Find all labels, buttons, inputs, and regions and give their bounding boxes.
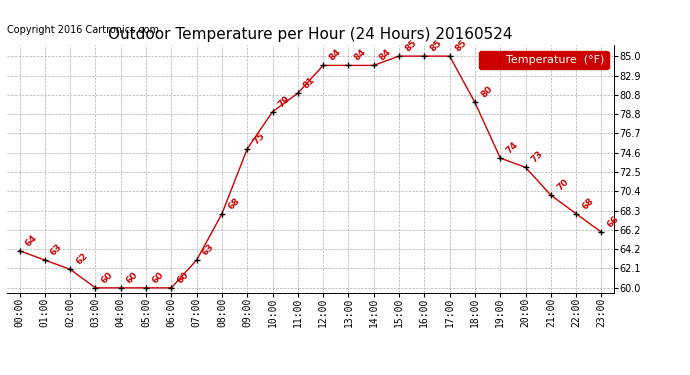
Text: 63: 63 <box>201 242 216 257</box>
Text: 70: 70 <box>555 177 570 192</box>
Text: 85: 85 <box>428 38 444 53</box>
Text: 60: 60 <box>125 270 140 285</box>
Text: 84: 84 <box>327 47 343 63</box>
Text: 62: 62 <box>75 251 90 267</box>
Text: 73: 73 <box>530 149 545 165</box>
Text: 63: 63 <box>49 242 64 257</box>
Text: 60: 60 <box>150 270 166 285</box>
Text: 68: 68 <box>226 196 242 211</box>
Text: 84: 84 <box>353 47 368 63</box>
Text: Copyright 2016 Cartronics.com: Copyright 2016 Cartronics.com <box>7 25 159 35</box>
Text: 60: 60 <box>99 270 115 285</box>
Text: 80: 80 <box>479 85 494 100</box>
Text: 81: 81 <box>302 75 317 90</box>
Text: 74: 74 <box>504 140 520 155</box>
Text: 66: 66 <box>606 214 621 230</box>
Text: 68: 68 <box>580 196 595 211</box>
Text: 79: 79 <box>277 94 292 109</box>
Text: 85: 85 <box>403 38 418 53</box>
Title: Outdoor Temperature per Hour (24 Hours) 20160524: Outdoor Temperature per Hour (24 Hours) … <box>108 27 513 42</box>
Text: 60: 60 <box>175 270 190 285</box>
Text: 64: 64 <box>23 233 39 248</box>
Text: 85: 85 <box>454 38 469 53</box>
Text: 84: 84 <box>378 47 393 63</box>
Legend: Temperature  (°F): Temperature (°F) <box>479 51 609 69</box>
Text: 75: 75 <box>251 131 267 146</box>
